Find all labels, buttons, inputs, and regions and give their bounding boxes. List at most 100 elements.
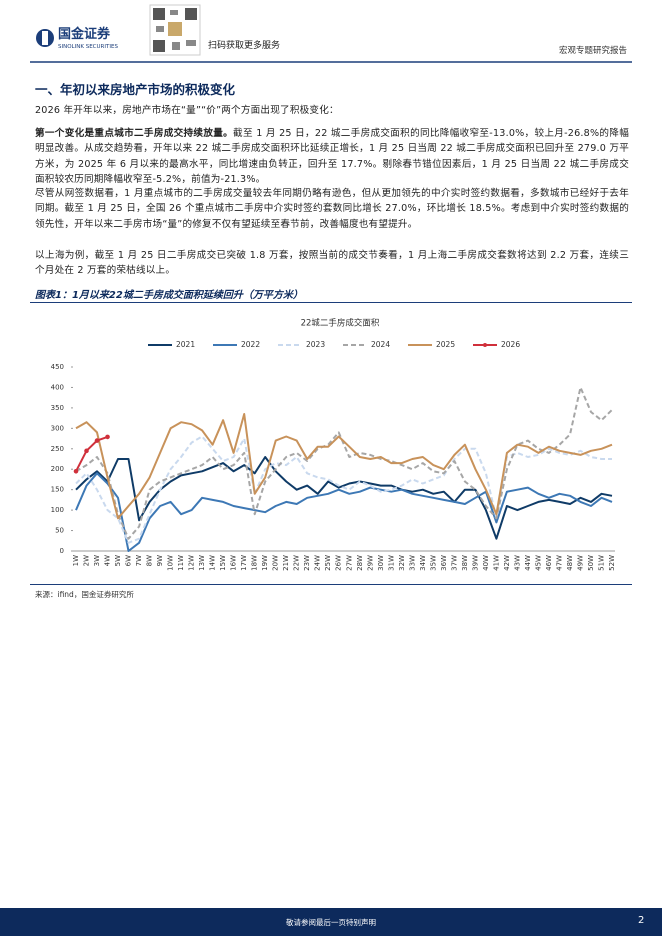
y-tick-label: 100	[51, 506, 64, 514]
x-tick-label: 20W	[272, 555, 280, 571]
legend-label: 2026	[501, 340, 520, 349]
x-tick-label: 12W	[188, 555, 196, 571]
x-tick-label: 29W	[366, 555, 374, 571]
x-tick-label: 25W	[324, 555, 332, 571]
logo-sub: SINOLINK SECURITIES	[58, 44, 118, 50]
qr-code	[149, 4, 201, 56]
x-tick-label: 49W	[576, 555, 584, 571]
x-tick-label: 51W	[597, 555, 605, 571]
y-tick-label: 150	[51, 486, 64, 494]
x-tick-label: 45W	[534, 555, 542, 571]
x-tick-label: 31W	[387, 555, 395, 571]
x-tick-label: 30W	[377, 555, 385, 571]
y-tick-label: 250	[51, 445, 64, 453]
header: 国金证券 SINOLINK SECURITIES 扫码获取更多服务 宏观专题研究…	[30, 4, 632, 63]
y-tick-label: 200	[51, 465, 64, 473]
x-tick-label: 32W	[398, 555, 406, 571]
legend-label: 2023	[306, 340, 325, 349]
x-tick-label: 11W	[177, 555, 185, 571]
x-tick-label: 4W	[104, 555, 112, 566]
x-tick-label: 23W	[303, 555, 311, 571]
x-tick-label: 24W	[314, 555, 322, 571]
x-tick-label: 3W	[93, 555, 101, 566]
x-tick-label: 46W	[545, 555, 553, 571]
y-tick-label: 0	[60, 547, 64, 555]
x-tick-label: 35W	[429, 555, 437, 571]
figure-rule	[30, 584, 632, 585]
section-title: 一、年初以来房地产市场的积极变化	[35, 82, 236, 97]
x-tick-label: 16W	[230, 555, 238, 571]
x-tick-label: 6W	[125, 555, 133, 566]
legend-marker	[483, 343, 487, 347]
figure-rule	[30, 302, 632, 303]
paragraph-text: 截至 1 月 25 日，22 城二手房成交面积的同比降幅收窄至-13.0%，较上…	[35, 128, 629, 186]
x-tick-label: 7W	[135, 555, 143, 566]
qr-caption: 扫码获取更多服务	[208, 39, 280, 51]
x-tick-label: 18W	[251, 555, 259, 571]
x-tick-label: 39W	[471, 555, 479, 571]
y-tick-label: 300	[51, 424, 64, 432]
y-tick-label: 400	[51, 383, 64, 391]
x-tick-label: 28W	[356, 555, 364, 571]
x-tick-label: 5W	[114, 555, 122, 566]
chart-title: 22城二手房成交面积	[301, 318, 380, 329]
x-tick-label: 48W	[566, 555, 574, 571]
series-marker	[84, 448, 89, 454]
page-number: 2	[638, 915, 645, 926]
series-line	[75, 413, 613, 520]
series-line	[75, 386, 613, 540]
x-tick-label: 21W	[282, 555, 290, 571]
legend-label: 2025	[436, 340, 455, 349]
footer-band: 敬请参阅最后一页特别声明 2	[0, 908, 662, 936]
x-tick-label: 14W	[209, 555, 217, 571]
x-tick-label: 8W	[146, 555, 154, 566]
y-tick-label: 450	[51, 363, 64, 371]
x-tick-label: 13W	[198, 555, 206, 571]
series-line	[75, 472, 613, 552]
x-tick-label: 10W	[167, 555, 175, 571]
x-tick-label: 1W	[72, 555, 80, 566]
x-tick-label: 36W	[440, 555, 448, 571]
x-tick-label: 37W	[450, 555, 458, 571]
y-tick-label: 350	[51, 404, 64, 412]
x-tick-label: 17W	[240, 555, 248, 571]
series-line	[75, 456, 613, 540]
x-tick-label: 22W	[293, 555, 301, 571]
x-tick-label: 44W	[524, 555, 532, 571]
paragraph: 第一个变化是重点城市二手房成交持续放量。截至 1 月 25 日，22 城二手房成…	[35, 126, 629, 188]
legend-label: 2022	[241, 340, 260, 349]
legend-label: 2021	[176, 340, 195, 349]
legend-label: 2024	[371, 340, 390, 349]
figure-source: 来源：ifind，国金证券研究所	[35, 590, 134, 599]
footer-notice: 敬请参阅最后一页特别声明	[286, 918, 376, 927]
x-tick-label: 43W	[513, 555, 521, 571]
paragraph-lead: 第一个变化是重点城市二手房成交持续放量。	[35, 128, 234, 139]
x-tick-label: 15W	[219, 555, 227, 571]
x-tick-label: 47W	[555, 555, 563, 571]
x-tick-label: 2W	[83, 555, 91, 566]
series-line	[75, 435, 612, 544]
x-tick-label: 19W	[261, 555, 269, 571]
x-tick-label: 40W	[482, 555, 490, 571]
report-type: 宏观专题研究报告	[559, 45, 627, 56]
paragraph: 尽管从网签数据看，1 月重点城市的二手房成交量较去年同期仍略有逊色，但从更加领先…	[35, 188, 629, 230]
paragraph: 2026 年开年以来，房地产市场在“量”“价”两个方面出现了积极变化：	[35, 105, 339, 116]
x-tick-label: 41W	[492, 555, 500, 571]
logo-icon-mark	[42, 31, 48, 45]
x-tick-label: 27W	[345, 555, 353, 571]
series-marker	[73, 468, 79, 474]
chart: 22城二手房成交面积 0 50 100 150 200 250 300 350 400 450 1W…	[51, 318, 616, 571]
x-tick-label: 9W	[156, 555, 164, 566]
series-marker	[94, 438, 100, 443]
series-marker	[105, 434, 110, 440]
x-tick-label: 33W	[408, 555, 416, 571]
logo-name: 国金证券	[58, 26, 111, 42]
x-tick-label: 52W	[608, 555, 616, 571]
x-tick-label: 38W	[461, 555, 469, 571]
x-tick-label: 26W	[335, 555, 343, 571]
y-tick-label: 50	[55, 527, 64, 535]
series-line	[75, 435, 108, 472]
x-tick-label: 42W	[503, 555, 511, 571]
x-tick-label: 34W	[419, 555, 427, 571]
figure-title: 图表1：1月以来22城二手房成交面积延续回升（万平方米）	[35, 290, 303, 301]
